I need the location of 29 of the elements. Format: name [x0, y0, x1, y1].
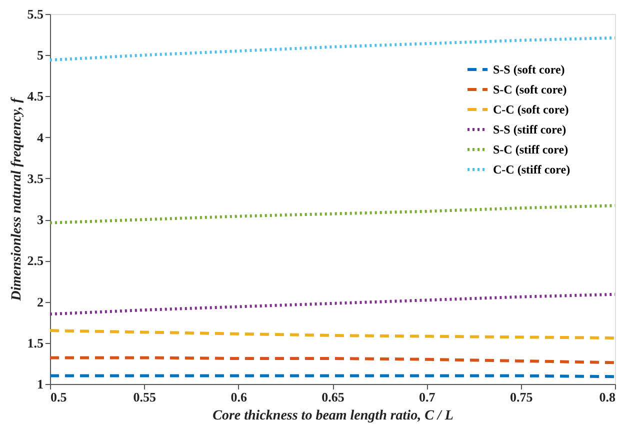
x-tick-label: 0.6 [230, 390, 248, 404]
x-tick-label: 0.55 [133, 390, 157, 404]
y-tick-label: 5 [37, 48, 44, 63]
line-series [48, 292, 616, 316]
legend-label: C-C (stiff core) [493, 162, 570, 176]
y-tick-label: 1.5 [27, 335, 44, 350]
x-axis-title: Core thickness to beam length ratio, C / L [212, 408, 454, 424]
y-tick-label: 4.5 [27, 88, 44, 104]
legend-label: S-S (stiff core) [493, 122, 566, 136]
legend-label: S-C (soft core) [493, 82, 567, 96]
x-tick-label: 0.7 [419, 390, 436, 404]
y-tick-label: 2.5 [27, 253, 44, 268]
x-tick-label: 0.65 [322, 390, 345, 404]
legend-label: S-C (stiff core) [493, 142, 568, 156]
y-tick-label: 3.5 [27, 170, 44, 186]
y-tick-label: 5.5 [27, 6, 44, 22]
line-series [48, 329, 616, 340]
legend-label: C-C (soft core) [493, 102, 569, 116]
line-series [48, 36, 616, 62]
y-tick-label: 4 [37, 130, 44, 145]
y-tick-label: 3 [37, 212, 44, 228]
line-series [48, 204, 616, 224]
y-axis-title: Dimensionless natural frequency, f [9, 96, 24, 302]
x-tick-label: 0.8 [599, 390, 616, 404]
legend-label: S-S (soft core) [493, 62, 565, 76]
x-tick-label: 0.5 [50, 390, 68, 404]
x-tick-label: 0.75 [510, 390, 534, 404]
y-tick-label: 1 [37, 376, 44, 392]
y-tick-label: 2 [37, 294, 44, 310]
